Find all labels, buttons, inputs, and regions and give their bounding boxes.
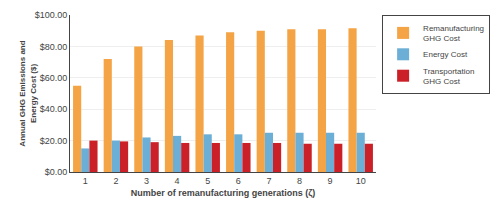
svg-text:$20.00: $20.00 <box>40 136 68 146</box>
svg-text:7: 7 <box>266 176 271 186</box>
svg-text:2: 2 <box>113 176 118 186</box>
svg-text:8: 8 <box>297 176 302 186</box>
svg-text:RemanufacturingGHG Cost: RemanufacturingGHG Cost <box>423 24 484 43</box>
svg-text:Annual GHG Emissions andEnergy: Annual GHG Emissions andEnergy Cost ($) <box>18 40 37 146</box>
svg-text:9: 9 <box>328 176 333 186</box>
svg-text:Energy Cost: Energy Cost <box>423 50 468 59</box>
svg-text:6: 6 <box>236 176 241 186</box>
svg-text:TransportationGHG Cost: TransportationGHG Cost <box>423 67 474 86</box>
svg-text:5: 5 <box>205 176 210 186</box>
svg-text:Number of remanufacturing gene: Number of remanufacturing generations (ζ… <box>131 188 316 198</box>
svg-text:$40.00: $40.00 <box>40 104 68 114</box>
svg-text:$100.00: $100.00 <box>35 10 68 20</box>
svg-text:$60.00: $60.00 <box>40 73 68 83</box>
svg-text:$0.00: $0.00 <box>45 167 68 177</box>
svg-text:$80.00: $80.00 <box>40 42 68 52</box>
svg-text:4: 4 <box>175 176 180 186</box>
svg-text:1: 1 <box>83 176 88 186</box>
svg-text:10: 10 <box>356 176 366 186</box>
svg-text:3: 3 <box>144 176 149 186</box>
